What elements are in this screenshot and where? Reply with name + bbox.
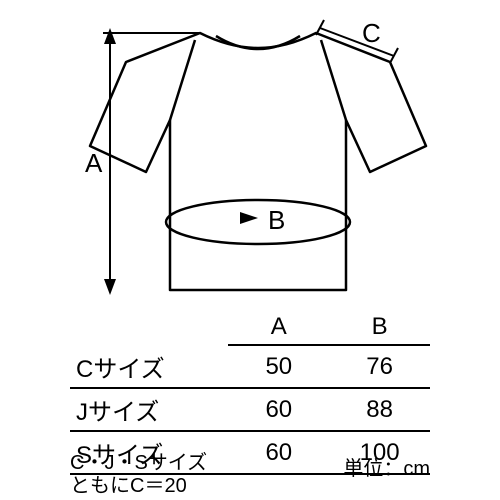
size-cell: Jサイズ	[70, 388, 228, 431]
size-table: A B Cサイズ 50 76 Jサイズ 60 88 Sサイズ 60 100	[70, 310, 430, 475]
table-header-row: A B	[70, 310, 430, 345]
size-cell: Cサイズ	[70, 345, 228, 388]
footer-unit: 単位：cm	[343, 452, 430, 481]
a-cell: 60	[228, 388, 329, 431]
label-a: A	[85, 148, 102, 179]
label-b: B	[268, 205, 285, 236]
b-cell: 88	[329, 388, 430, 431]
footer-line1: C・J・Sサイズ	[70, 452, 207, 475]
table-row: Cサイズ 50 76	[70, 345, 430, 388]
footer-line2: ともにC＝20	[70, 475, 207, 498]
table-row: Jサイズ 60 88	[70, 388, 430, 431]
shirt-diagram: A B C	[0, 0, 500, 310]
shirt-outline	[90, 33, 426, 290]
col-a-header: A	[228, 310, 329, 345]
a-cell: 50	[228, 345, 329, 388]
footer-notes: C・J・Sサイズ ともにC＝20 単位：cm	[70, 452, 430, 498]
label-c: C	[362, 18, 381, 49]
b-cell: 76	[329, 345, 430, 388]
col-b-header: B	[329, 310, 430, 345]
footer-left: C・J・Sサイズ ともにC＝20	[70, 452, 207, 498]
